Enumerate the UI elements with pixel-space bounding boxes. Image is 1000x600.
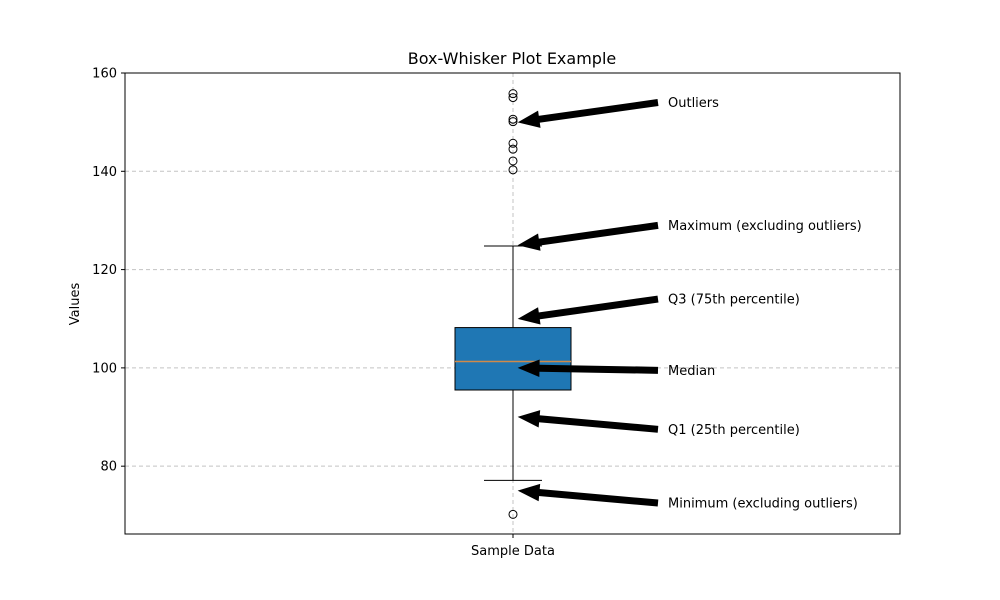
annotation-label: Minimum (excluding outliers) bbox=[668, 497, 858, 512]
annotation-label: Q3 (75th percentile) bbox=[668, 293, 800, 308]
x-tick-label: Sample Data bbox=[471, 544, 555, 559]
annotation-arrow-head bbox=[517, 359, 540, 377]
annotation-arrow-head bbox=[517, 233, 541, 251]
annotation-label: Maximum (excluding outliers) bbox=[668, 219, 862, 234]
annotation-arrow-shaft bbox=[538, 364, 659, 374]
annotation-arrow-head bbox=[517, 110, 541, 128]
outlier-point bbox=[508, 165, 518, 175]
outlier-point bbox=[508, 138, 518, 148]
outlier-point bbox=[508, 89, 518, 99]
annotation-arrow-shaft bbox=[538, 295, 659, 320]
annotation-label: Outliers bbox=[668, 96, 719, 111]
annotation-arrow-head bbox=[517, 307, 541, 325]
y-tick-label: 120 bbox=[92, 263, 117, 278]
y-axis-ticks: 80 100 120 140 160 bbox=[92, 67, 125, 475]
annotation-arrow-head bbox=[517, 410, 541, 428]
iqr-box bbox=[454, 327, 572, 391]
annotation-label: Q1 (25th percentile) bbox=[668, 423, 800, 438]
outlier-point bbox=[508, 117, 518, 127]
outlier-point bbox=[508, 93, 518, 103]
annotation-arrow-shaft bbox=[538, 415, 659, 433]
outlier-point bbox=[508, 114, 518, 124]
outlier-point bbox=[508, 144, 518, 154]
x-axis-ticks: Sample Data bbox=[471, 534, 555, 559]
annotation-arrow-shaft bbox=[538, 221, 659, 246]
annotation-arrow-head bbox=[517, 483, 541, 502]
annotation-arrow-shaft bbox=[538, 99, 659, 123]
y-tick-label: 140 bbox=[92, 165, 117, 180]
outlier-point bbox=[508, 156, 518, 166]
y-tick-label: 160 bbox=[92, 67, 117, 82]
annotations: Outliers Maximum (excluding outliers) Q3 (… bbox=[517, 96, 862, 512]
chart-title: Box-Whisker Plot Example bbox=[408, 49, 616, 68]
annotation-arrow-shaft bbox=[538, 489, 659, 507]
y-tick-label: 80 bbox=[100, 460, 117, 475]
annotation-label: Median bbox=[668, 364, 715, 379]
y-axis-label: Values bbox=[68, 283, 83, 326]
box-plot bbox=[454, 89, 572, 519]
outlier-point bbox=[508, 509, 518, 519]
y-tick-label: 100 bbox=[92, 361, 117, 376]
